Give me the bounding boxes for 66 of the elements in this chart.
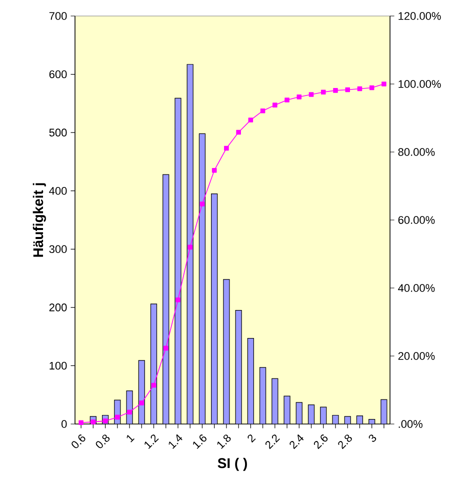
- bar: [150, 304, 158, 424]
- point: [212, 168, 217, 173]
- point: [320, 90, 326, 95]
- y-tick-label: 400: [49, 186, 67, 195]
- point: [151, 382, 156, 388]
- point: [369, 85, 374, 90]
- x-tick-label: 3: [368, 434, 376, 442]
- bar: [259, 367, 266, 424]
- bar: [174, 98, 182, 424]
- x-tick-label: 1.8: [217, 434, 231, 449]
- y-tick-label: 100: [50, 362, 67, 370]
- point: [224, 146, 229, 151]
- x-tick-label: 1.4: [168, 434, 182, 449]
- x-tick-label: 2.8: [338, 434, 352, 450]
- bar: [247, 338, 254, 424]
- bar: [162, 174, 170, 424]
- y2-tick-label: 20.00%: [398, 352, 435, 360]
- point: [296, 94, 302, 100]
- point: [248, 118, 254, 122]
- x-tick-label: 2.6: [314, 434, 328, 450]
- point: [284, 98, 290, 102]
- point: [176, 297, 180, 302]
- point: [200, 202, 205, 206]
- x-tick-label: 1.6: [193, 434, 206, 449]
- x-axis-title: SI ( ): [218, 458, 247, 471]
- x-tick-label: 0.8: [96, 434, 110, 448]
- point: [78, 420, 84, 426]
- x-tick-label: 2: [248, 434, 256, 443]
- y-axis-title: Häufigkeit j: [32, 183, 46, 257]
- y-tick-label: 0: [62, 420, 67, 428]
- bar: [186, 64, 194, 424]
- x-tick-label: 1.2: [144, 434, 159, 449]
- point: [308, 92, 314, 97]
- point: [163, 346, 168, 351]
- x-tick-label: 2.2: [265, 434, 280, 450]
- y-tick-label: 300: [49, 245, 67, 254]
- point: [188, 244, 192, 250]
- bar: [211, 193, 218, 424]
- y-tick-label: 500: [49, 128, 67, 136]
- bar: [272, 378, 278, 424]
- y-tick-label: 700: [49, 12, 67, 20]
- y2-tick-label: 60.00%: [398, 216, 435, 224]
- point: [139, 400, 144, 406]
- point: [236, 130, 241, 135]
- point: [357, 86, 362, 92]
- y-tick-label: 200: [49, 304, 67, 312]
- y2-tick-label: .00%: [398, 420, 422, 428]
- y2-tick-label: 100.00%: [398, 80, 441, 88]
- y2-tick-label: 120.00%: [398, 12, 441, 20]
- x-tick-label: 0.6: [72, 434, 86, 448]
- point: [115, 414, 120, 420]
- bar: [138, 360, 145, 424]
- bar: [198, 133, 206, 424]
- point: [272, 102, 278, 108]
- point: [90, 420, 96, 424]
- x-tick-label: 1: [126, 434, 134, 442]
- point: [345, 87, 350, 92]
- y2-tick-label: 80.00%: [398, 148, 435, 156]
- x-tick-label: 2.4: [290, 434, 304, 450]
- point: [333, 88, 338, 93]
- point: [260, 108, 266, 114]
- y2-tick-label: 40.00%: [398, 284, 435, 292]
- y-tick-label: 600: [49, 70, 67, 78]
- point: [102, 418, 108, 424]
- point: [382, 82, 386, 86]
- point: [127, 410, 132, 414]
